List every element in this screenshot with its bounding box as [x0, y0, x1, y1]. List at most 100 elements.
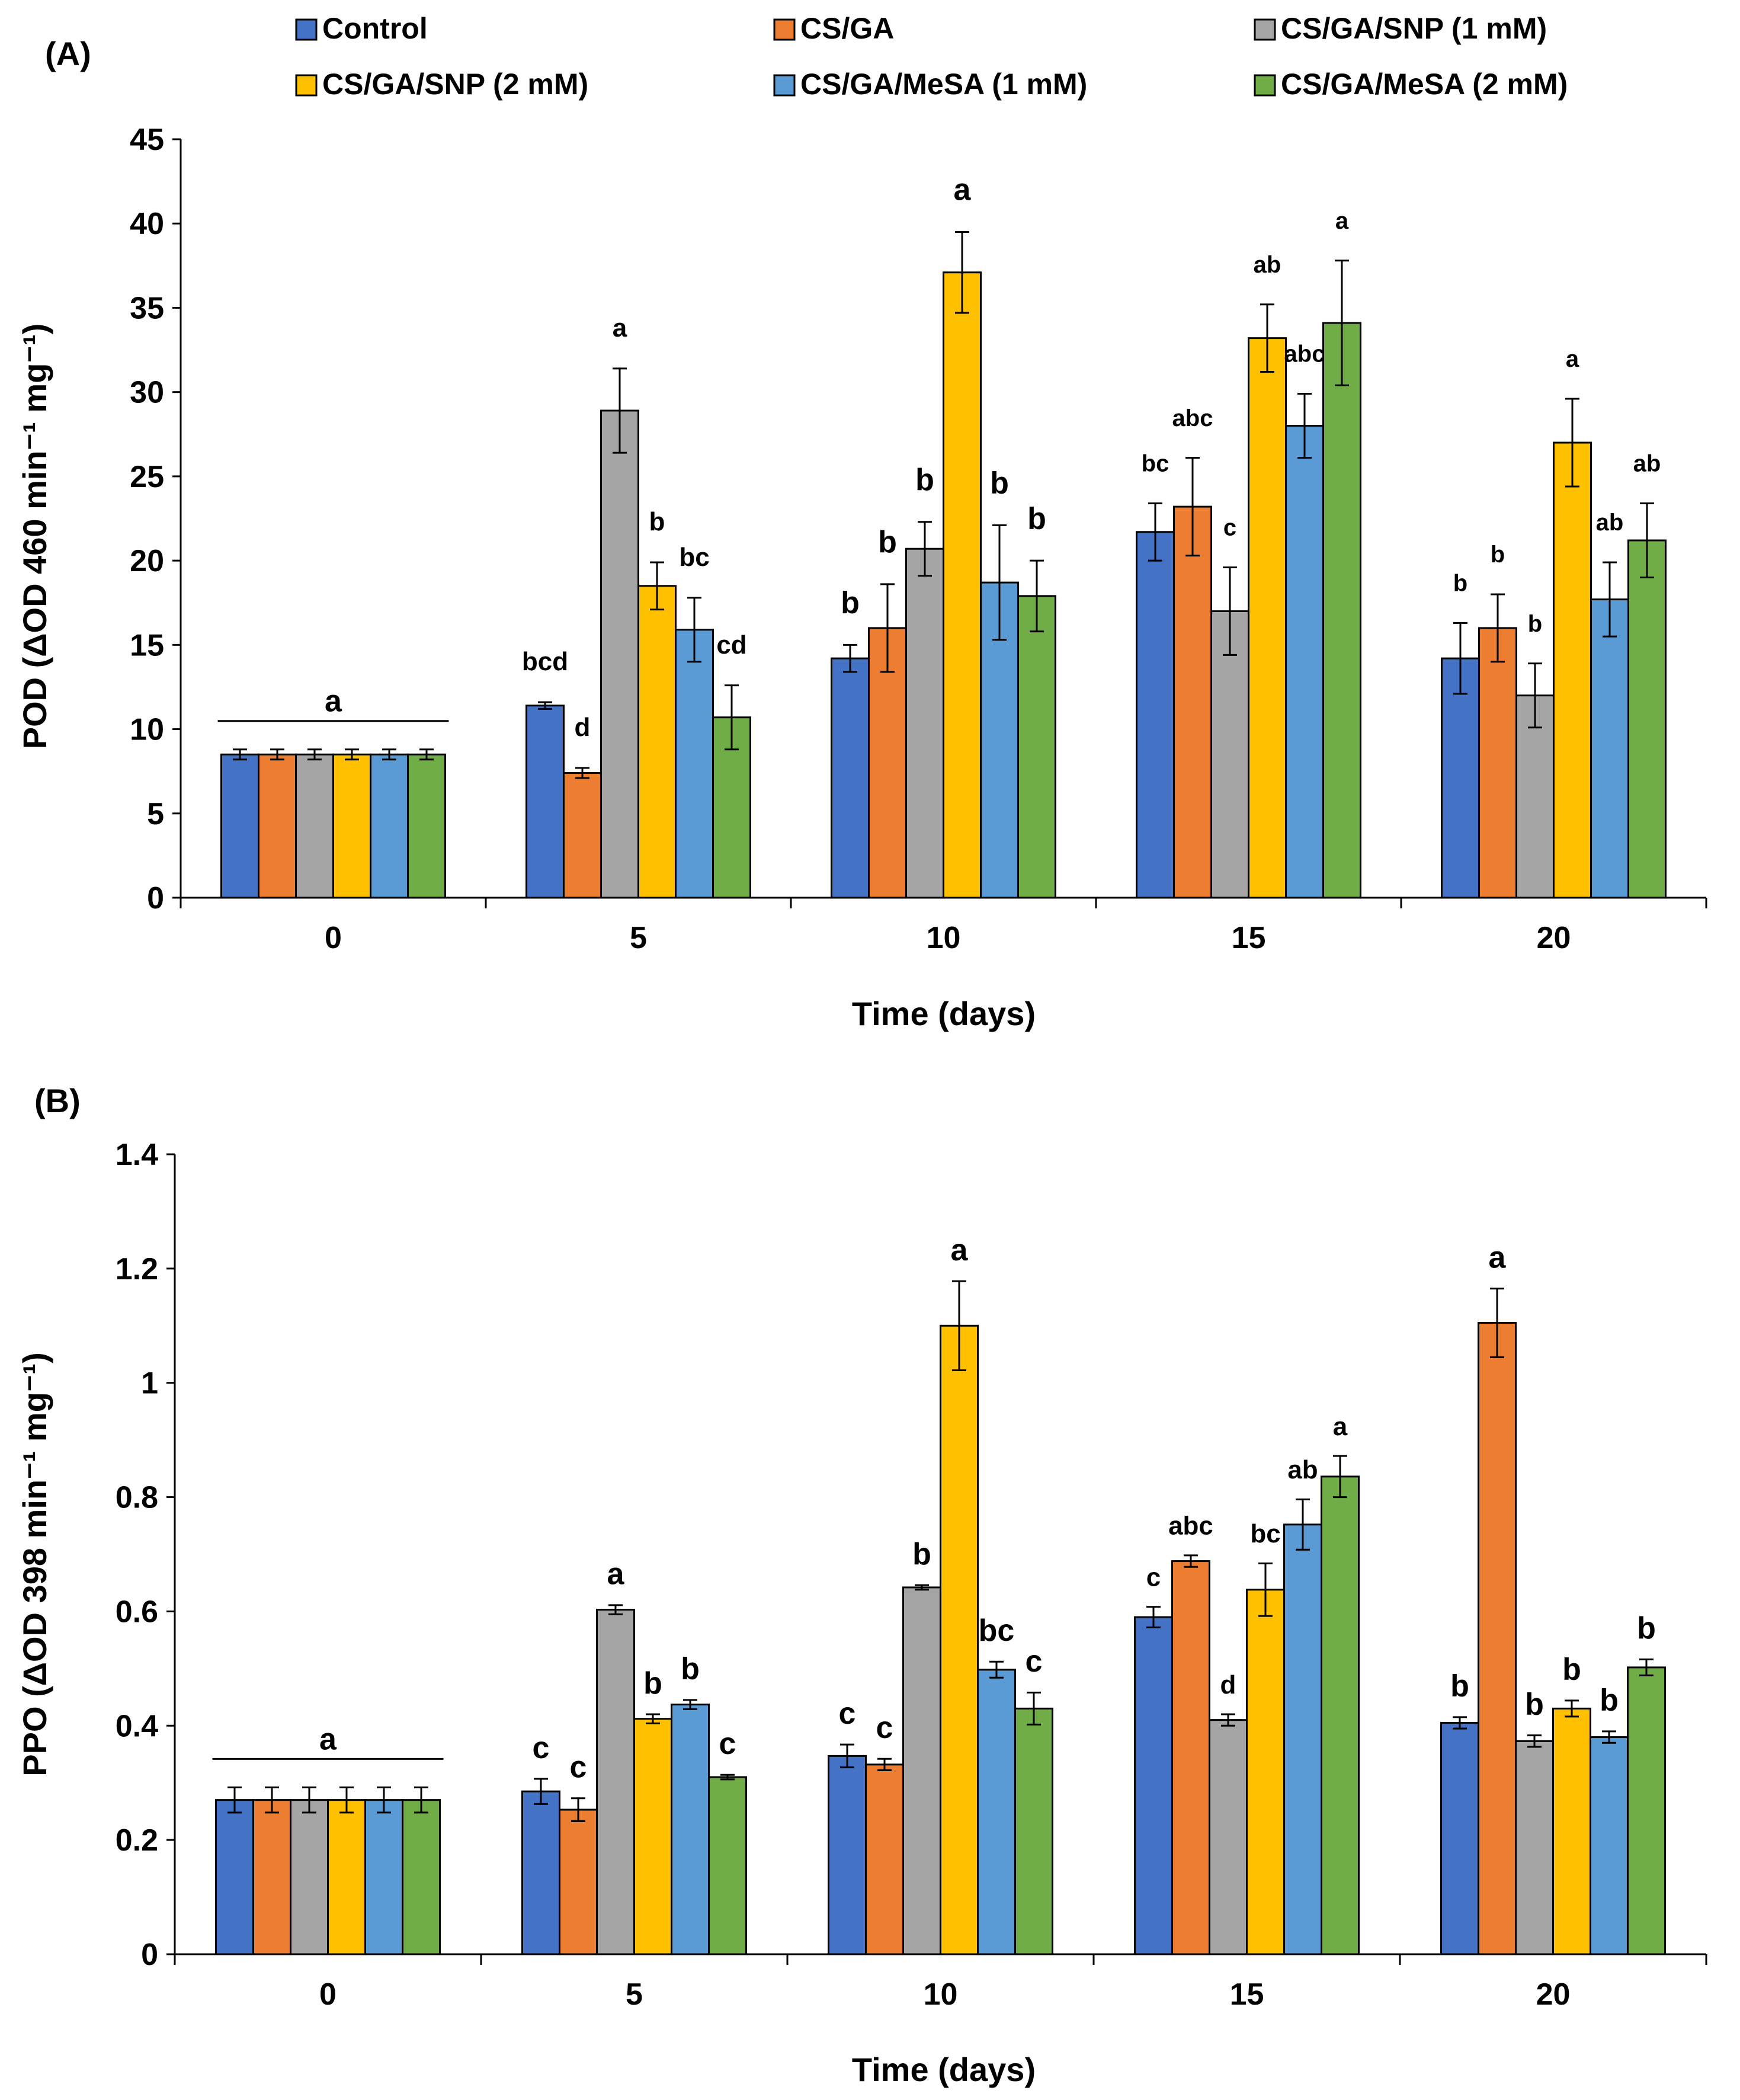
panel-a-y-tick-label: 30	[130, 376, 164, 410]
panel-b-bar	[1440, 1721, 1479, 1955]
panel-a-significance-letter: bc	[1142, 451, 1169, 477]
panel-a-bar	[220, 753, 259, 899]
panel-b-bar	[671, 1704, 710, 1955]
panel-a-bar	[332, 753, 371, 899]
panel-b-group-letter: a	[319, 1722, 337, 1756]
panel-b-significance-letter: b	[1562, 1653, 1581, 1687]
panel-b-significance-letter: ab	[1287, 1455, 1318, 1484]
panel-b-y-tick-label: 0.6	[116, 1595, 158, 1629]
panel-a-x-tick-label: 0	[325, 921, 342, 955]
panel-b-bar	[215, 1799, 254, 1955]
panel-b-significance-letter: b	[1637, 1611, 1656, 1646]
panel-b-y-tick-label: 0	[141, 1938, 158, 1972]
panel-a-significance-letter: abc	[1172, 405, 1213, 431]
panel-a-bar	[943, 271, 982, 899]
panel-b-bar	[596, 1609, 635, 1955]
panel-a-bar	[600, 409, 639, 899]
panel-b-x-tick-label: 15	[1230, 1977, 1264, 2012]
panel-b-bar	[402, 1799, 441, 1955]
panel-a-y-axis-title: POD (ΔOD 460 min⁻¹ mg⁻¹)	[16, 324, 53, 750]
panel-a-significance-letter: b	[1491, 542, 1505, 568]
panel-b-bar	[252, 1799, 291, 1955]
panel-b-bar	[1552, 1707, 1591, 1955]
panel-b-significance-letter: abc	[1168, 1512, 1213, 1541]
legend-label: CS/GA	[800, 12, 894, 45]
panel-a-bar	[525, 705, 565, 899]
panel-b-significance-letter: b	[1450, 1669, 1469, 1704]
panel-a-bar	[1322, 322, 1361, 899]
panel-a-significance-letter: b	[1453, 571, 1467, 597]
panel-b-significance-letter: b	[1525, 1687, 1544, 1721]
panel-b-y-tick-label: 0.8	[116, 1481, 158, 1515]
panel-a-significance-letter: ab	[1633, 451, 1661, 477]
legend-label: Control	[322, 12, 428, 45]
panel-b-x-tick-label: 0	[319, 1977, 337, 2012]
panel-a-significance-letter: d	[575, 713, 591, 742]
panel-a-significance-letter: ab	[1254, 252, 1281, 278]
panel-b-y-tick-label: 0.4	[116, 1709, 158, 1743]
panel-a-bar	[407, 753, 446, 899]
panel-b-significance-letter: d	[1220, 1670, 1236, 1699]
panel-b-significance-letter: b	[643, 1666, 662, 1701]
legend-swatch	[773, 74, 796, 97]
panel-b-bar	[1014, 1707, 1053, 1955]
panel-a-bar	[1285, 425, 1324, 899]
panel-a-bar	[637, 585, 677, 899]
panel-b-bar	[1478, 1321, 1517, 1955]
panel-a-x-tick-label: 20	[1537, 921, 1571, 955]
panel-a-significance-letter: a	[1566, 346, 1579, 372]
panel-a-significance-letter: b	[1027, 501, 1046, 536]
panel-b-bar	[1134, 1616, 1173, 1955]
panel-a-y-tick-label: 15	[130, 628, 164, 662]
panel-b-bar	[521, 1790, 560, 1955]
panel-b-bar	[1515, 1740, 1554, 1955]
panel-b-label: (B)	[34, 1082, 81, 1119]
legend-swatch	[295, 74, 318, 97]
panel-b-significance-letter: c	[1026, 1644, 1043, 1679]
panel-a-y-tick-label: 45	[130, 123, 164, 157]
panel-b-significance-letter: c	[719, 1727, 736, 1761]
panel-a-bar	[675, 629, 714, 899]
panel-a-significance-letter: cd	[716, 630, 746, 660]
panel-b-y-tick-label: 1.4	[116, 1138, 158, 1172]
panel-b-bar	[1171, 1560, 1210, 1955]
legend-label: CS/GA/MeSA (1 mM)	[800, 68, 1087, 101]
panel-b-bar	[327, 1799, 366, 1955]
panel-a-x-axis-title: Time (days)	[852, 995, 1036, 1032]
panel-a-significance-letter: abc	[1284, 341, 1325, 367]
panel-a-bar	[1136, 531, 1175, 899]
panel-a-significance-letter: a	[1335, 208, 1349, 234]
panel-b-x-tick-label: 5	[626, 1977, 643, 2012]
panel-a-bar	[1553, 441, 1592, 899]
panel-b-bar	[633, 1718, 672, 1955]
panel-b-bar	[1209, 1719, 1248, 1955]
legend-swatch	[1254, 18, 1276, 41]
panel-a-bar	[1017, 595, 1056, 899]
panel-b-chart: (B) PPO (ΔOD 398 min⁻¹ mg⁻¹) Time (days)…	[16, 1082, 1707, 2088]
panel-a-significance-letter: b	[841, 586, 860, 620]
panel-b-y-tick-label: 0.2	[116, 1823, 158, 1858]
panel-b-y-axis-title: PPO (ΔOD 398 min⁻¹ mg⁻¹)	[16, 1352, 53, 1776]
panel-a-bar	[1210, 610, 1249, 899]
panel-a-x-tick-label: 15	[1232, 921, 1266, 955]
panel-b-significance-letter: c	[1146, 1563, 1161, 1592]
panel-b-significance-letter: c	[876, 1711, 893, 1745]
panel-a-x-tick-label: 10	[927, 921, 961, 955]
panel-a-y-tick-label: 0	[147, 881, 164, 915]
panel-a-significance-letter: b	[878, 525, 897, 559]
panel-a-y-tick-label: 35	[130, 291, 164, 325]
panel-a-group-letter: a	[325, 684, 342, 719]
panel-b-significance-letter: a	[1333, 1412, 1348, 1441]
panel-b-bar	[940, 1324, 979, 1955]
panel-a-bar	[1478, 627, 1517, 899]
panel-b-significance-letter: bc	[1250, 1519, 1280, 1548]
panel-a-bar	[905, 548, 944, 899]
panel-b-bar	[364, 1799, 403, 1955]
panel-b-bar	[708, 1776, 747, 1955]
panel-a-significance-letter: bcd	[522, 647, 568, 676]
panel-a-x-tick-label: 5	[630, 921, 647, 955]
panel-b-significance-letter: c	[570, 1750, 587, 1785]
legend-label: CS/GA/MeSA (2 mM)	[1281, 68, 1568, 101]
panel-a-significance-letter: b	[915, 463, 934, 497]
